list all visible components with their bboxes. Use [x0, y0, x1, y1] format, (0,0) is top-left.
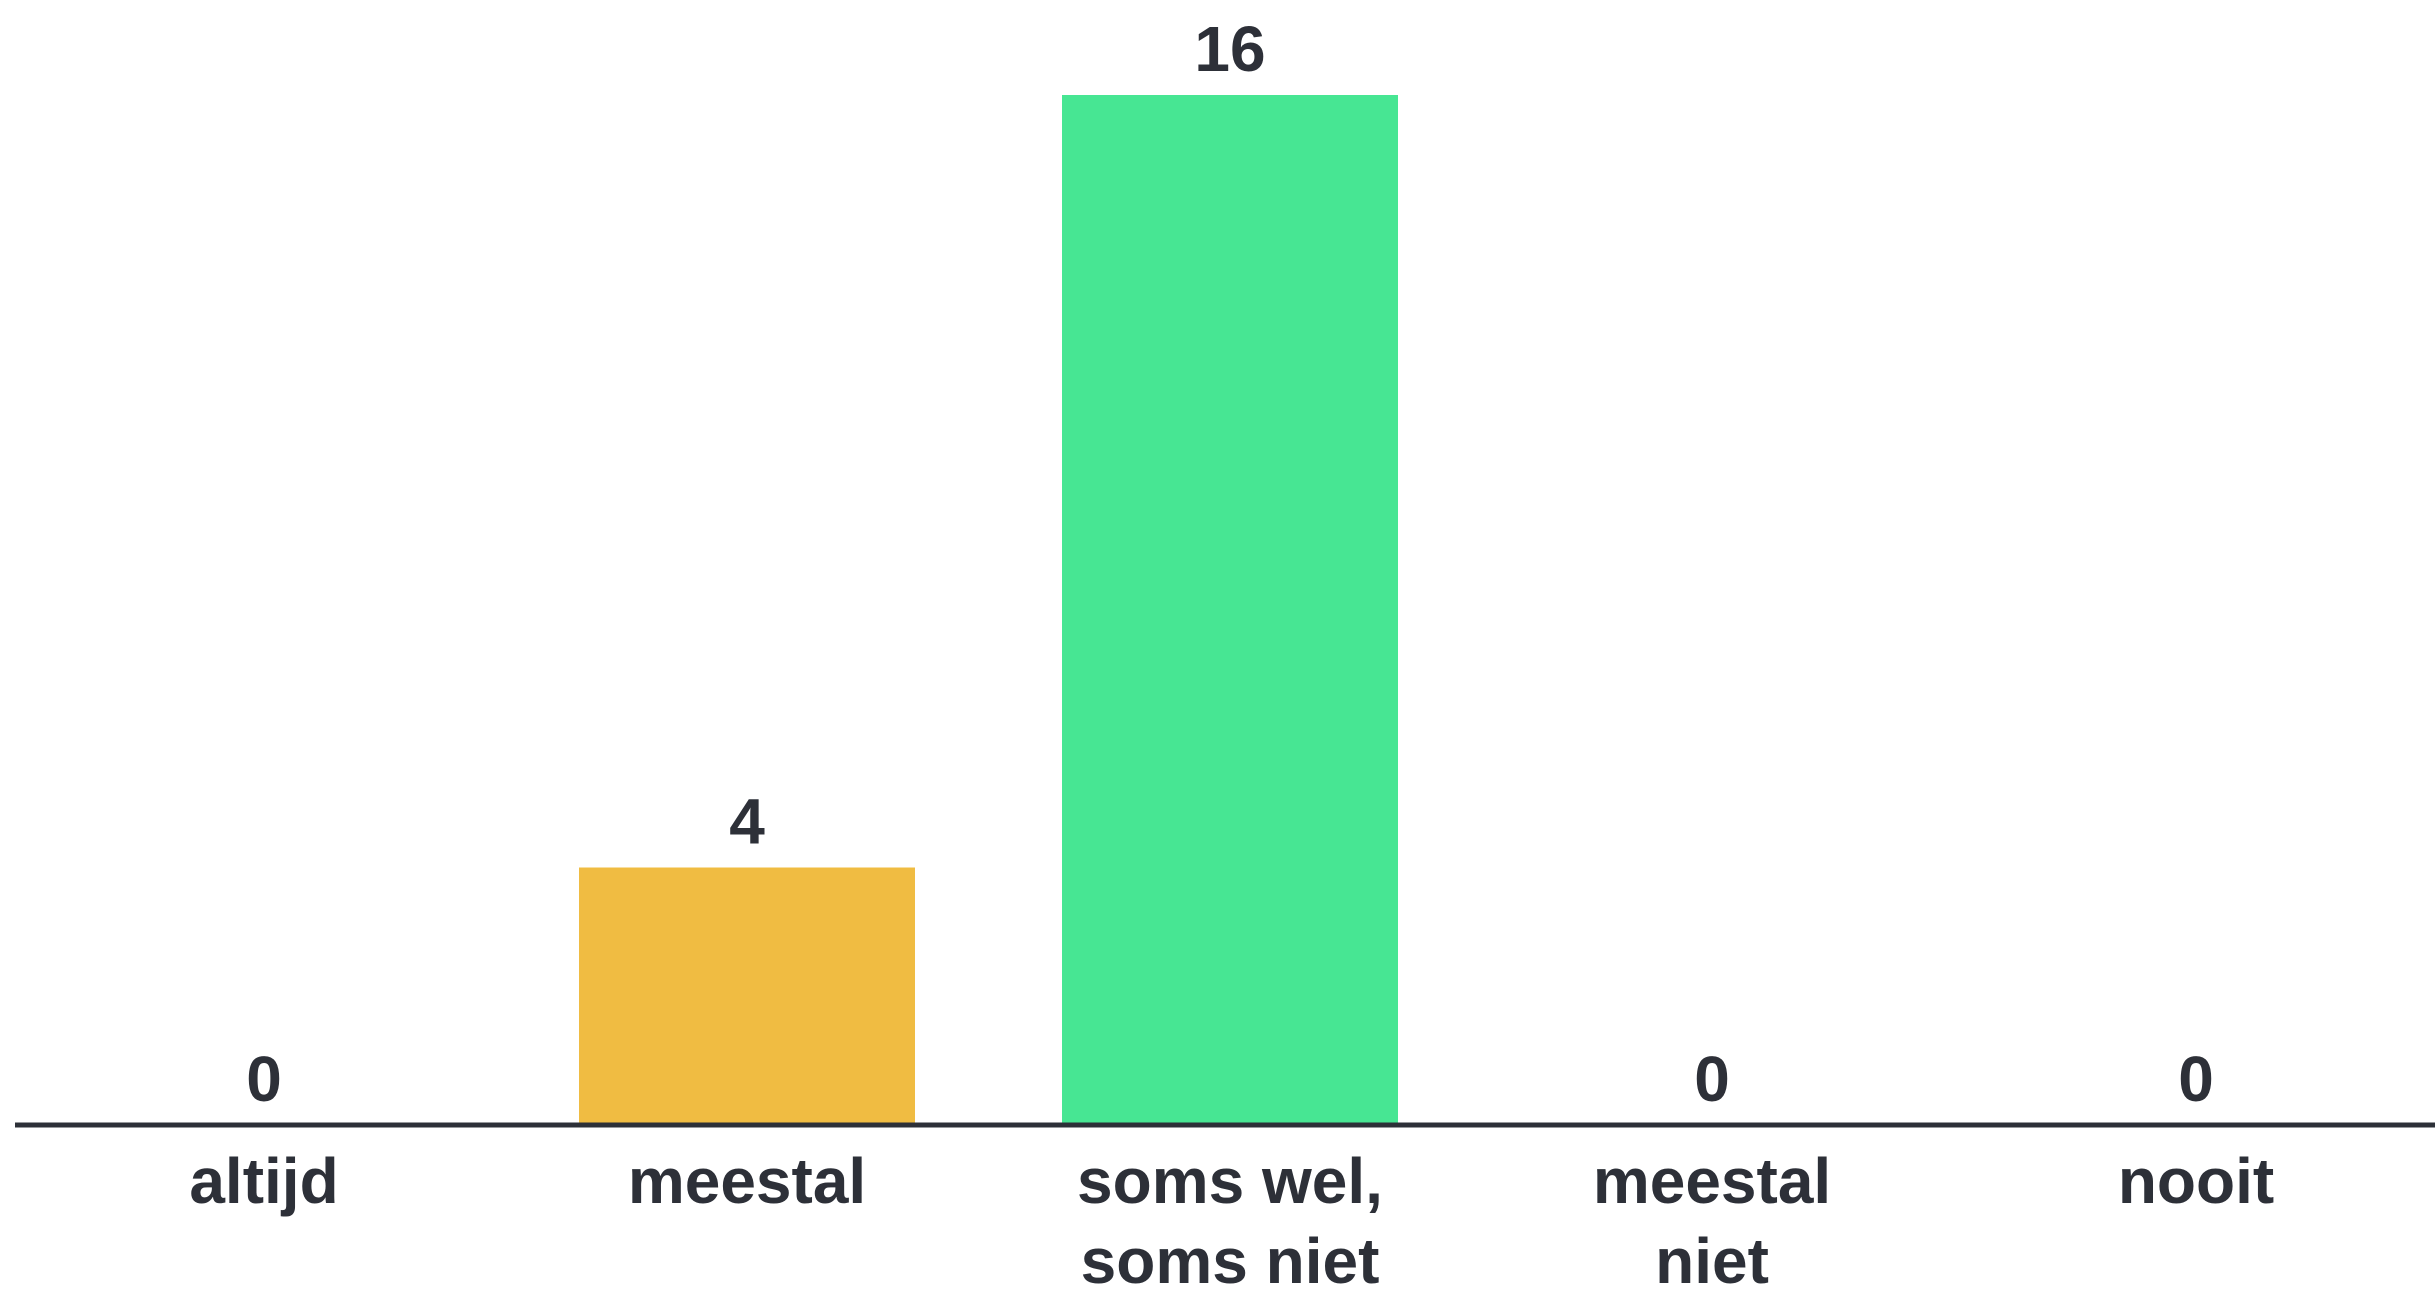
- bars-layer: [579, 95, 1398, 1125]
- category-label: meestal: [1593, 1145, 1831, 1217]
- bar: [579, 867, 915, 1125]
- value-label: 0: [2178, 1043, 2214, 1115]
- value-label: 4: [729, 786, 765, 858]
- category-label: meestal: [628, 1145, 866, 1217]
- value-label: 16: [1194, 13, 1265, 85]
- value-labels-layer: 0 4 16 0 0: [246, 13, 2214, 1115]
- bar: [1062, 95, 1398, 1125]
- value-label: 0: [1694, 1043, 1730, 1115]
- category-label: altijd: [189, 1145, 338, 1217]
- category-label: nooit: [2118, 1145, 2274, 1217]
- category-label: soms wel,: [1077, 1145, 1383, 1217]
- category-label: niet: [1655, 1225, 1769, 1297]
- category-label: soms niet: [1081, 1225, 1380, 1297]
- category-labels-layer: altijd meestal soms wel, soms niet meestal ni…: [189, 1145, 2274, 1297]
- value-label: 0: [246, 1043, 282, 1115]
